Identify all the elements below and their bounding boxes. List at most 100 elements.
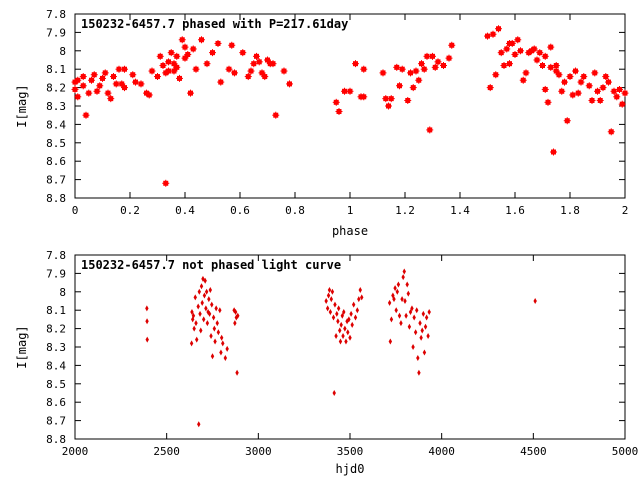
data-point [189,340,194,347]
data-point [204,288,209,295]
unphased-light-curve-panel: 2000 2500 3000 3500 4000 4500 5000 7.8 7.9 8 8.1 8.… [15,249,638,476]
data-point [211,314,216,321]
data-point [547,43,555,51]
data-point [199,283,204,290]
data-point [214,39,222,47]
data-point [618,100,626,108]
x-tick-label: 3500 [337,445,364,458]
data-point [616,85,623,93]
data-point [585,82,593,90]
data-point [508,39,516,47]
data-point [338,327,342,334]
data-point [202,292,207,299]
data-point [555,71,563,79]
data-point [431,63,439,71]
x-tick-label: 5000 [612,445,639,458]
y-tick-label: 7.9 [46,26,66,39]
data-point [261,73,269,81]
data-point [552,67,560,75]
data-point [360,93,368,101]
data-point [88,76,95,84]
data-point [85,89,93,97]
data-point [353,314,358,321]
data-point [121,65,128,73]
data-point [423,323,428,330]
data-point [327,286,332,293]
data-point [392,296,396,303]
data-point [335,310,339,317]
data-point [258,69,266,77]
data-point [132,78,139,86]
data-point [420,65,428,73]
y-tick-label: 8.5 [46,137,66,150]
y-tick-label: 8.8 [46,192,66,205]
data-point [613,93,621,101]
y-tick-label: 8.8 [46,433,66,446]
data-point [165,58,172,66]
chart-title: 150232-6457.7 phased with P=217.61day [81,17,348,31]
data-point [406,290,410,297]
data-point [209,49,216,57]
data-point [325,305,330,312]
data-point [607,128,615,136]
data-point [333,301,337,308]
data-point [343,325,347,332]
data-point [231,69,238,77]
data-point [419,334,423,341]
data-point [272,111,280,119]
data-point [145,318,149,325]
y-tick-label: 7.8 [46,8,66,21]
data-point [417,369,421,376]
data-point [577,78,585,86]
data-point [79,82,87,90]
data-point [264,56,271,64]
data-point [330,288,335,295]
data-point [407,323,412,330]
data-point [332,390,336,396]
data-point [334,332,338,339]
data-point [244,73,252,81]
data-point [340,312,344,319]
data-point [484,32,491,40]
data-point [196,303,200,310]
data-point [563,117,571,125]
data-point [418,60,425,68]
y-tick-label: 7.9 [46,267,66,280]
data-point [181,54,189,62]
data-point [145,91,153,99]
x-tick-label: 1.4 [450,204,470,217]
data-point [517,47,524,55]
y-tick-label: 8.6 [46,396,66,409]
data-point [96,82,104,90]
data-point [210,353,215,360]
data-point [173,63,181,71]
data-point [199,327,203,334]
y-tick-label: 8 [59,45,66,58]
data-point [71,85,79,93]
data-point [422,349,427,356]
data-point [218,307,222,314]
data-point [235,369,239,376]
data-point [332,98,340,106]
data-point [418,320,422,327]
data-point [413,329,418,336]
data-point [233,309,238,316]
data-point [492,71,500,79]
data-point [350,321,354,328]
x-tick-label: 1 [347,204,354,217]
data-point [104,89,112,97]
data-point [148,67,156,75]
data-point [415,76,423,84]
data-point [326,292,331,299]
data-point [580,73,588,81]
data-point [408,309,413,316]
y-tick-label: 8.4 [46,118,66,131]
y-tick-label: 8.1 [46,63,66,76]
data-point [223,355,228,362]
data-point [195,336,199,343]
data-point [347,316,351,323]
data-point [74,76,82,84]
data-point [217,78,225,86]
y-tick-label: 8.3 [46,100,66,113]
